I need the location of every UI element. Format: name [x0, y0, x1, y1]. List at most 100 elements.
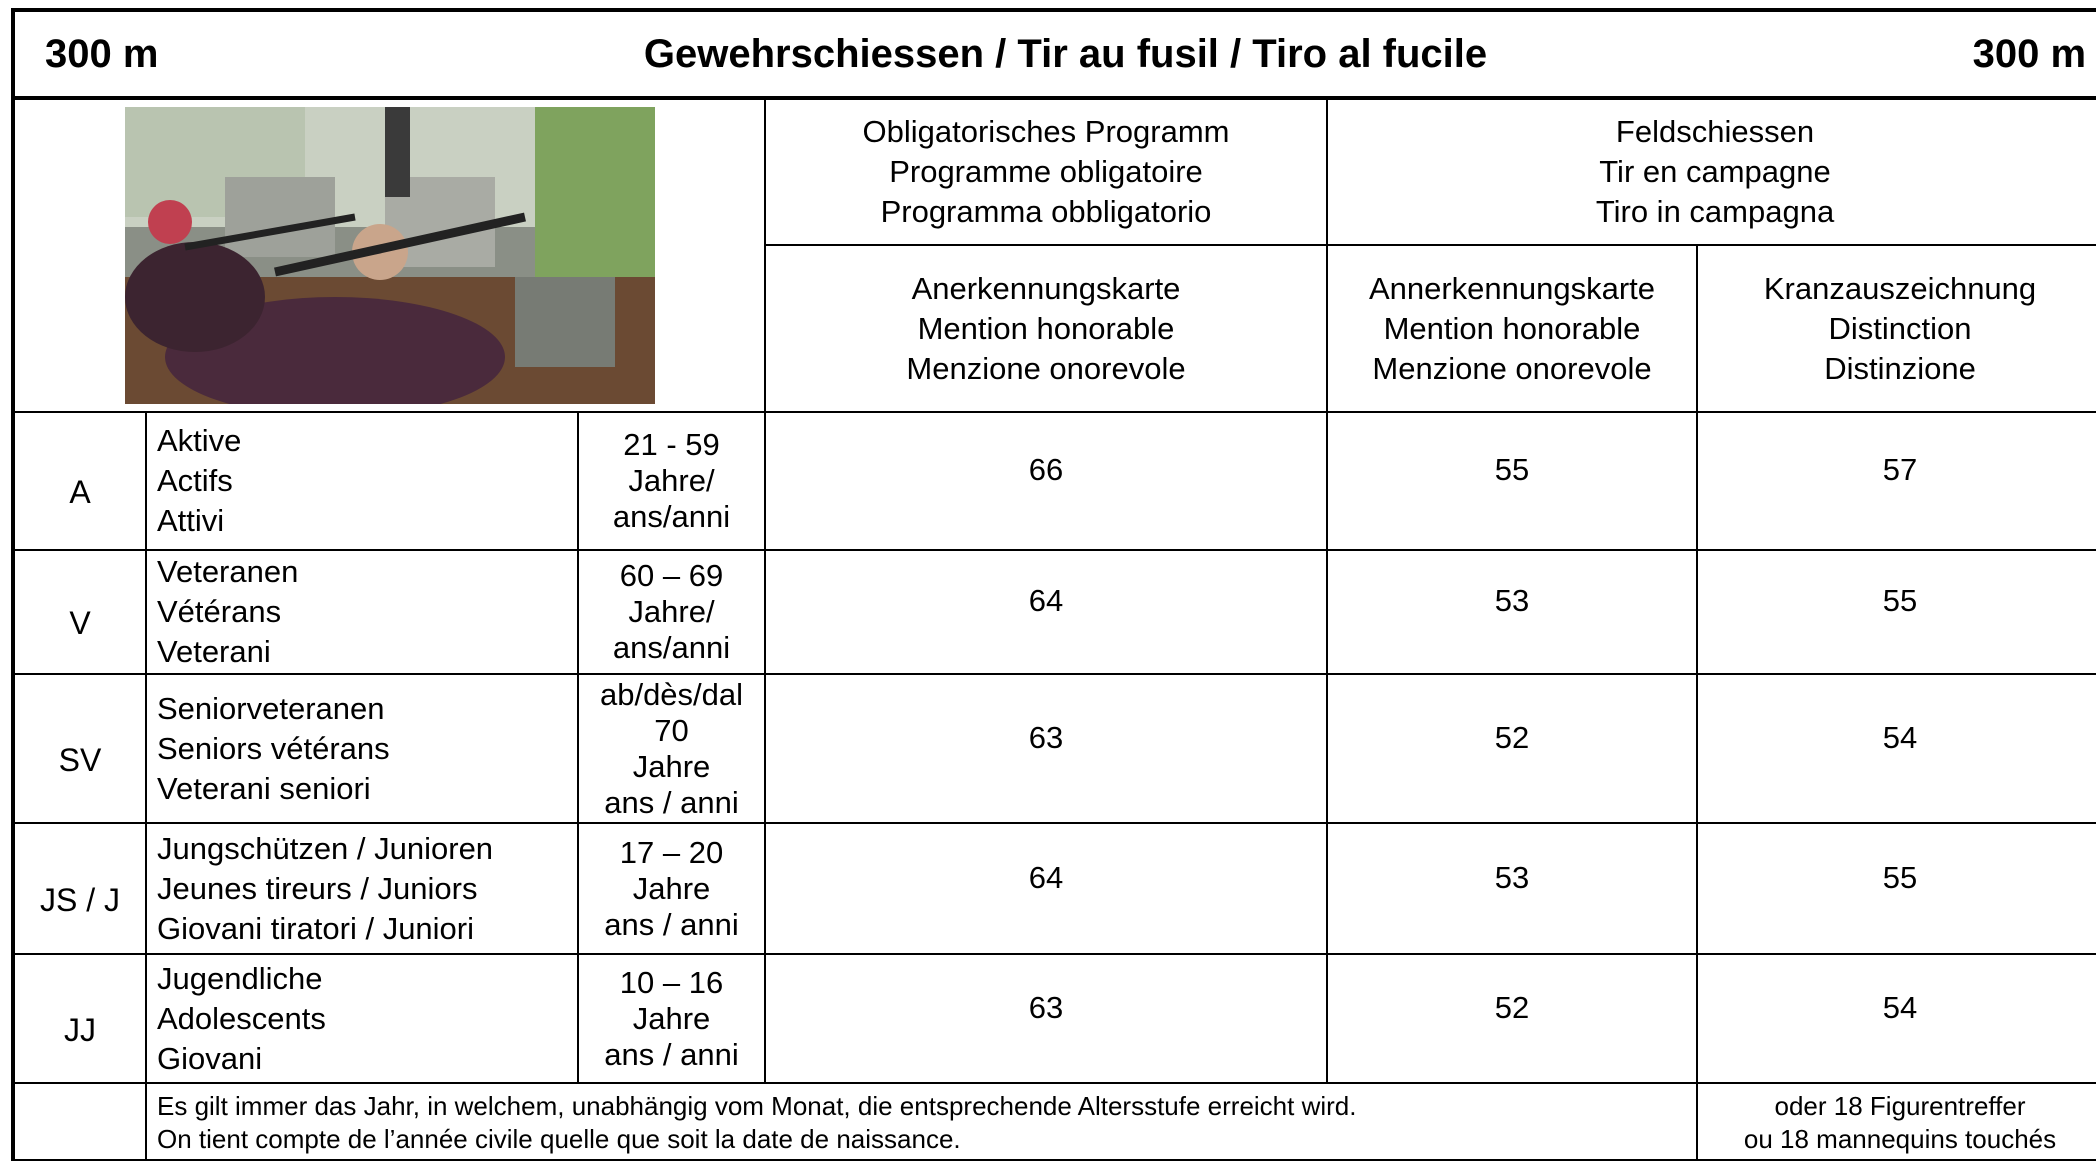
photo-cell — [13, 98, 765, 412]
name-line: Jugendliche — [157, 959, 577, 999]
score: 55 — [1697, 550, 2096, 674]
header-line: Kranzauszeichnung — [1698, 269, 2096, 309]
header-line: Distinction — [1698, 309, 2096, 349]
header-line: Annerkennungskarte — [1328, 269, 1696, 309]
note-line: On tient compte de l’année civile quelle… — [157, 1123, 1696, 1156]
age-line: ans / anni — [579, 907, 764, 943]
header-line: Anerkennungskarte — [766, 269, 1326, 309]
note-line: ou 18 mannequins touchés — [1698, 1123, 2096, 1156]
name-line: Giovani — [157, 1039, 577, 1079]
name-line: Jeunes tireurs / Juniors — [157, 869, 577, 909]
category-code: SV — [13, 674, 146, 823]
name-line: Veterani — [157, 632, 577, 672]
category-code: A — [13, 412, 146, 550]
score: 53 — [1327, 550, 1697, 674]
age-line: Jahre — [579, 749, 764, 785]
name-line: Seniorveteranen — [157, 689, 577, 729]
age-range: 17 – 20Jahreans / anni — [578, 823, 765, 954]
photo — [125, 107, 655, 404]
score: 66 — [765, 412, 1327, 550]
distance-left: 300 m — [45, 34, 158, 74]
header-line: Tiro in campagna — [1328, 192, 2096, 232]
header-line: Distinzione — [1698, 349, 2096, 389]
age-line: Jahre/ — [579, 594, 764, 630]
title-bar: 300 m Gewehrschiessen / Tir au fusil / T… — [15, 34, 2096, 74]
data-row: VVeteranenVétéransVeterani60 – 69Jahre/a… — [13, 550, 2096, 674]
table: 300 m Gewehrschiessen / Tir au fusil / T… — [11, 8, 2096, 1161]
title-row: 300 m Gewehrschiessen / Tir au fusil / T… — [13, 10, 2096, 98]
score: 57 — [1697, 412, 2096, 550]
field-header: Feldschiessen Tir en campagne Tiro in ca… — [1327, 98, 2096, 245]
title-cell: 300 m Gewehrschiessen / Tir au fusil / T… — [13, 10, 2096, 98]
age-line: ans / anni — [579, 1037, 764, 1073]
age-line: ab/dès/dal — [579, 677, 764, 713]
score: 54 — [1697, 674, 2096, 823]
header-line: Menzione onorevole — [1328, 349, 1696, 389]
name-line: Seniors vétérans — [157, 729, 577, 769]
body: 300 m Gewehrschiessen / Tir au fusil / T… — [0, 0, 2096, 1158]
score: 63 — [765, 674, 1327, 823]
header-line: Obligatorisches Programm — [766, 112, 1326, 152]
age-line: 70 — [579, 713, 764, 749]
title: Gewehrschiessen / Tir au fusil / Tiro al… — [644, 34, 1487, 74]
score: 55 — [1327, 412, 1697, 550]
age-line: ans / anni — [579, 785, 764, 821]
name-line: Veterani seniori — [157, 769, 577, 809]
name-line: Vétérans — [157, 592, 577, 632]
score: 55 — [1697, 823, 2096, 954]
name-line: Attivi — [157, 501, 577, 541]
score: 52 — [1327, 674, 1697, 823]
footer-row: Es gilt immer das Jahr, in welchem, unab… — [13, 1083, 2096, 1160]
name-line: Adolescents — [157, 999, 577, 1039]
age-line: Jahre — [579, 1001, 764, 1037]
score: 64 — [765, 550, 1327, 674]
footer-note: Es gilt immer das Jahr, in welchem, unab… — [146, 1083, 1697, 1160]
group-header-row: Obligatorisches Programm Programme oblig… — [13, 98, 2096, 245]
category-code: JS / J — [13, 823, 146, 954]
obligatory-header: Obligatorisches Programm Programme oblig… — [765, 98, 1327, 245]
header-line: Programme obligatoire — [766, 152, 1326, 192]
header-line: Tir en campagne — [1328, 152, 2096, 192]
distance-right: 300 m — [1973, 34, 2086, 74]
age-line: Jahre — [579, 871, 764, 907]
score: 64 — [765, 823, 1327, 954]
name-line: Giovani tiratori / Juniori — [157, 909, 577, 949]
score: 63 — [765, 954, 1327, 1083]
note-line: Es gilt immer das Jahr, in welchem, unab… — [157, 1090, 1696, 1123]
header-line: Menzione onorevole — [766, 349, 1326, 389]
note-line: oder 18 Figurentreffer — [1698, 1090, 2096, 1123]
age-line: 21 - 59 — [579, 427, 764, 463]
name-line: Jungschützen / Junioren — [157, 829, 577, 869]
header-line: Programma obbligatorio — [766, 192, 1326, 232]
name-line: Aktive — [157, 421, 577, 461]
age-line: 10 – 16 — [579, 965, 764, 1001]
header-line: Mention honorable — [766, 309, 1326, 349]
score: 53 — [1327, 823, 1697, 954]
age-line: ans/anni — [579, 499, 764, 535]
header-line: Feldschiessen — [1328, 112, 2096, 152]
footer-empty — [13, 1083, 146, 1160]
age-line: 60 – 69 — [579, 558, 764, 594]
age-line: Jahre/ — [579, 463, 764, 499]
category-code: JJ — [13, 954, 146, 1083]
header-line: Mention honorable — [1328, 309, 1696, 349]
name-line: Actifs — [157, 461, 577, 501]
score: 52 — [1327, 954, 1697, 1083]
score: 54 — [1697, 954, 2096, 1083]
category-names: VeteranenVétéransVeterani — [146, 550, 578, 674]
